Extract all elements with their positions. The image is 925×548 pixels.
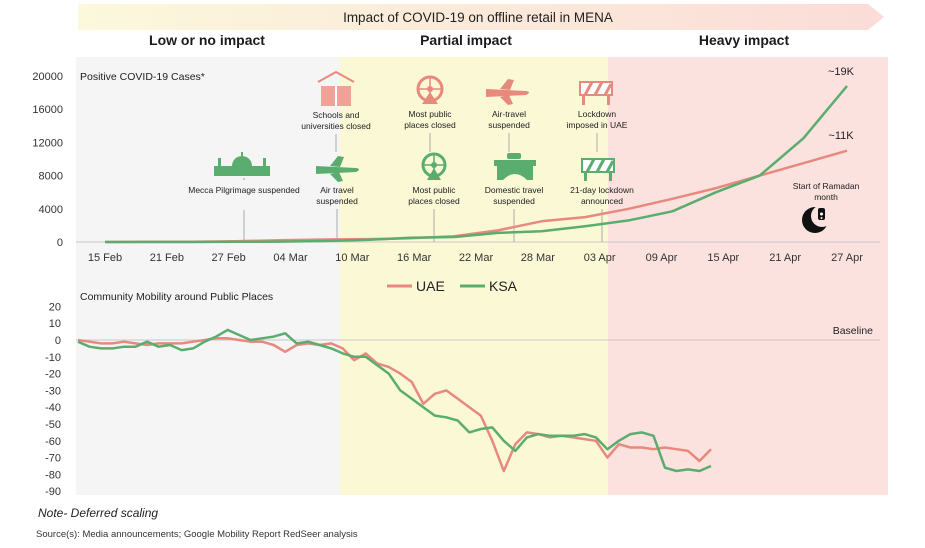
uae-end-label: ~11K (828, 130, 854, 142)
ferris-wheel-icon (416, 75, 444, 104)
mobility-y-tick: 10 (49, 318, 61, 330)
ramadan-label-2: month (814, 192, 838, 202)
event-domestic-label-1: Domestic travel (485, 185, 544, 195)
event-public-places-label-2a: Most public (413, 185, 457, 195)
mobility-y-tick: -60 (45, 436, 61, 448)
source-line: Source(s): Media announcements; Google M… (36, 529, 358, 540)
mobility-title: Community Mobility around Public Places (80, 291, 273, 303)
event-schools-label-2: universities closed (301, 121, 371, 131)
crescent-lantern-icon (802, 205, 833, 233)
cases-y-tick: 12000 (32, 137, 63, 149)
mobility-y-tick: -90 (45, 486, 61, 498)
cases-x-tick: 15 Feb (88, 252, 122, 264)
timeline-arrow (78, 4, 884, 30)
cases-y-tick: 4000 (39, 204, 63, 216)
footnote: Note- Deferred scaling (38, 506, 159, 520)
legend-label-uae: UAE (416, 278, 445, 294)
school-icon (317, 70, 355, 106)
event-domestic-label-2: suspended (493, 196, 535, 206)
cases-x-tick: 09 Apr (646, 252, 678, 264)
cases-x-tick: 15 Apr (707, 252, 739, 264)
cases-line-ksa (105, 85, 848, 244)
mobility-line-ksa (77, 328, 712, 473)
cases-x-tick: 21 Feb (150, 252, 184, 264)
mobility-y-tick: -80 (45, 469, 61, 481)
cases-x-tick: 22 Mar (459, 252, 494, 264)
mobility-line-uae (77, 337, 712, 473)
event-lockdown-uae-label-2: imposed in UAE (567, 120, 628, 130)
phase-label-partial: Partial impact (420, 32, 512, 48)
cases-x-tick: 27 Feb (212, 252, 246, 264)
phase-label-heavy: Heavy impact (699, 32, 790, 48)
legend-label-ksa: KSA (489, 278, 518, 294)
cases-x-tick: 21 Apr (769, 252, 801, 264)
barrier-icon (579, 81, 613, 105)
event-air-travel-label-1: Air travel (320, 185, 354, 195)
airplane-icon (316, 156, 359, 182)
cases-y-tick: 20000 (32, 71, 63, 83)
event-lockdown-uae-label-1: Lockdown (578, 109, 617, 119)
airplane-icon (486, 79, 529, 105)
bridge-car-icon (494, 153, 536, 180)
mobility-y-tick: 20 (49, 301, 61, 313)
event-air-travel-label-2: suspended (316, 196, 358, 206)
mobility-y-tick: -40 (45, 402, 61, 414)
mobility-y-tick: -20 (45, 369, 61, 381)
mobility-y-tick: -50 (45, 419, 61, 431)
event-public-places-label-2b: places closed (408, 196, 460, 206)
cases-x-tick: 10 Mar (335, 252, 370, 264)
event-air-travel-2-label-1: Air-travel (492, 109, 526, 119)
ksa-end-label: ~19K (828, 66, 855, 78)
mobility-y-tick: -30 (45, 385, 61, 397)
cases-x-tick: 16 Mar (397, 252, 432, 264)
legend: UAE KSA (387, 278, 518, 294)
phase-bg-partial (340, 57, 608, 495)
event-21day-label-2: announced (581, 196, 623, 206)
chart-title: Impact of COVID-19 on offline retail in … (343, 10, 613, 25)
event-mecca-label: Mecca Pilgrimage suspended (188, 185, 300, 195)
mobility-y-tick: -10 (45, 352, 61, 364)
cases-title: Positive COVID-19 Cases* (80, 71, 205, 83)
event-public-places-label-1b: places closed (404, 120, 456, 130)
barrier-icon (581, 158, 615, 181)
event-schools-label-1: Schools and (313, 110, 360, 120)
event-public-places-label-1a: Most public (409, 109, 453, 119)
mobility-y-tick: -70 (45, 453, 61, 465)
phase-bg-heavy (608, 57, 888, 495)
cases-x-tick: 27 Apr (831, 252, 863, 264)
event-annotations: Mecca Pilgrimage suspended Schools and u… (188, 70, 634, 242)
cases-y-tick: 0 (57, 237, 63, 249)
phase-label-low: Low or no impact (149, 32, 265, 48)
mobility-y-tick: 0 (55, 335, 61, 347)
baseline-label: Baseline (833, 325, 873, 337)
cases-y-tick: 16000 (32, 104, 63, 116)
cases-x-tick: 04 Mar (273, 252, 308, 264)
event-21day-label-1: 21-day lockdown (570, 185, 634, 195)
cases-x-tick: 03 Apr (584, 252, 616, 264)
event-air-travel-2-label-2: suspended (488, 120, 530, 130)
cases-y-tick: 8000 (39, 171, 63, 183)
cases-x-tick: 28 Mar (521, 252, 556, 264)
ferris-wheel-icon (421, 152, 447, 180)
ramadan-label-1: Start of Ramadan (793, 181, 860, 191)
mosque-icon (214, 152, 270, 176)
phase-bg-low (76, 57, 340, 495)
